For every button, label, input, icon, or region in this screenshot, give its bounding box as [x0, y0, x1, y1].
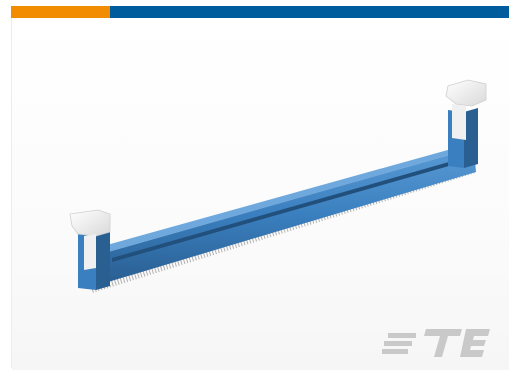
connector-body-top	[96, 146, 474, 252]
left-latch-slot	[84, 234, 96, 270]
brand-color-bar	[11, 6, 509, 18]
connector-body-side	[108, 148, 476, 282]
right-tower-side	[464, 108, 478, 168]
product-photo-background	[12, 18, 509, 370]
brand-bar-blue-segment	[110, 6, 509, 18]
frame-left-border	[11, 18, 12, 368]
left-tower-side	[96, 230, 110, 290]
right-latch-slot	[452, 104, 466, 140]
right-latch	[445, 79, 487, 107]
te-logo-icon	[382, 329, 490, 357]
left-latch	[69, 209, 111, 237]
connector-pins	[91, 167, 476, 293]
brand-bar-orange-segment	[11, 6, 110, 18]
connector-card-slot	[112, 156, 470, 262]
